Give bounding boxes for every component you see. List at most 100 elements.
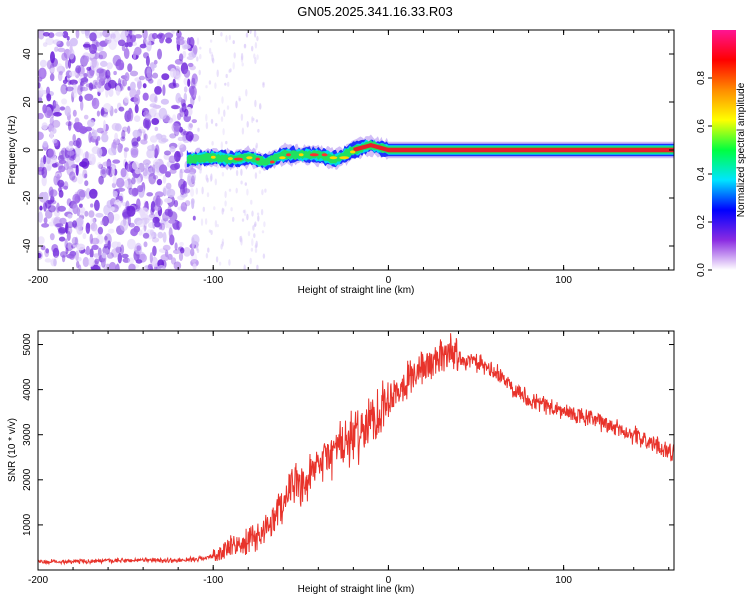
spectrogram-noise-cell — [191, 73, 198, 85]
spectrogram-noise-cell — [44, 248, 50, 258]
spectrogram-noise-cell — [60, 251, 68, 258]
spectrogram-noise-cell — [158, 248, 168, 254]
spectrogram-noise-cell — [56, 63, 63, 73]
spectrogram-noise-cell — [145, 39, 152, 48]
spectrogram-noise-cell — [116, 187, 126, 192]
spectrogram-noise-cell — [129, 30, 133, 40]
spectrogram-noise-cell — [190, 77, 196, 89]
spectrogram-faint-cell — [233, 52, 236, 59]
spectrogram-faint-cell — [215, 256, 219, 263]
y-tick-label: 40 — [22, 48, 33, 60]
spectrogram-noise-cell — [151, 118, 160, 125]
spectrogram-noise-cell — [133, 225, 140, 233]
spectrogram-noise-cell — [55, 223, 64, 228]
spectrogram-noise-cell — [94, 258, 100, 265]
spectrogram-noise-cell — [42, 104, 48, 114]
spectrogram-noise-cell — [123, 47, 130, 60]
spectrogram-noise-cell — [124, 96, 129, 103]
spectrogram-noise-cell — [84, 93, 94, 102]
spectrogram-noise-cell — [153, 59, 158, 65]
spectrogram-noise-cell — [179, 168, 183, 180]
spectrogram-noise-cell — [121, 30, 129, 37]
spectrogram-noise-cell — [62, 79, 68, 85]
spectrogram-noise-cell — [56, 40, 64, 48]
spectrogram-noise-cell — [128, 109, 134, 122]
snr-series-line — [38, 333, 674, 566]
spectrogram-faint-cell — [244, 182, 247, 186]
spectrogram-noise-cell — [42, 191, 49, 203]
spectrogram-noise-cell — [165, 171, 171, 178]
spectrogram-noise-cell — [88, 82, 94, 91]
spectrogram-faint-cell — [254, 172, 258, 180]
spectrogram-faint-cell — [196, 37, 200, 46]
spectrogram-noise-cell — [177, 142, 184, 149]
spectrogram-noise-cell — [72, 109, 77, 117]
spectrogram-noise-cell — [137, 129, 146, 134]
spectrogram-noise-cell — [52, 138, 58, 144]
spectrogram-noise-cell — [49, 130, 54, 140]
spectrogram-noise-cell — [81, 158, 90, 169]
spectrogram-x-ticks: -200 -100 0 100 — [28, 30, 670, 286]
spectrogram-noise-cell — [88, 153, 96, 166]
spectrogram-noise-cell — [151, 237, 160, 243]
spectrogram-faint-cell — [235, 169, 239, 177]
spectrogram-noise-cell — [175, 92, 182, 104]
spectrogram-faint-cell — [258, 170, 262, 174]
spectrogram-noise-cell — [41, 175, 47, 187]
spectrogram-noise-cell — [120, 219, 129, 232]
spectrogram-noise-cell — [183, 44, 191, 50]
spectrogram-faint-cell — [221, 171, 225, 177]
colorbar-gradient — [712, 30, 736, 270]
spectrogram-noise-cell — [189, 65, 196, 71]
spectrogram-faint-cell — [214, 82, 217, 89]
spectrogram-faint-cell — [221, 207, 224, 215]
spectrogram-noise-cell — [53, 101, 59, 107]
spectrogram-noise-cell — [142, 30, 148, 40]
spectrogram-noise-cell — [89, 233, 94, 245]
spectrogram-noise-cell — [66, 157, 75, 170]
spectrogram-noise-cell — [56, 202, 60, 213]
spectrogram-noise-cell — [155, 195, 161, 207]
spectrogram-noise-cell — [130, 146, 139, 156]
spectrogram-noise-cell — [38, 131, 44, 141]
spectrogram-noise-cell — [152, 245, 157, 257]
spectrogram-noise-cell — [91, 244, 99, 250]
spectrogram-noise-cell — [38, 82, 41, 89]
spectrogram-noise-cell — [133, 94, 140, 106]
snr-frame — [37, 330, 675, 571]
spectrogram-noise-cell — [85, 151, 89, 160]
spectrogram-noise-cell — [127, 86, 131, 91]
x-tick-label: -100 — [203, 275, 223, 286]
spectrogram-noise-cell — [38, 252, 42, 259]
spectrogram-noise-cell — [152, 164, 156, 175]
spectrogram-noise-cell — [50, 51, 55, 64]
spectrogram-faint-cell — [220, 32, 223, 37]
spectrogram-noise-cell — [39, 59, 48, 68]
spectrogram-faint-cell — [225, 73, 228, 79]
spectrogram-noise-cell — [154, 221, 161, 228]
spectrogram-noise-cell — [66, 36, 70, 41]
spectrogram-noise-cell — [169, 133, 177, 139]
spectrogram-faint-cell — [223, 109, 226, 117]
spectrogram-noise-cell — [59, 106, 66, 111]
spectrogram-noise-cell — [59, 217, 67, 225]
spectrogram-noise-cell — [79, 73, 84, 80]
spectrogram-noise-cell — [147, 263, 153, 270]
spectrogram-noise-cell — [168, 219, 176, 224]
spectrogram-faint-cell — [211, 141, 214, 146]
spectrogram-noise-cell — [160, 138, 169, 143]
spectrogram-noise-cell — [117, 241, 121, 247]
y-tick-label: -20 — [22, 190, 33, 205]
snr-plot-area — [38, 331, 674, 570]
spectrogram-noise-cell — [149, 252, 153, 264]
spectrogram-faint-cell — [240, 52, 244, 61]
spectrogram-noise-cell — [186, 37, 191, 46]
spectrogram-noise-cell — [124, 72, 130, 82]
spectrogram-faint-cell — [204, 218, 208, 225]
spectrogram-noise-cell — [78, 95, 83, 102]
spectrogram-noise-cell — [38, 211, 43, 223]
spectrogram-noise-cell — [92, 129, 98, 140]
spectrogram-faint-cell — [194, 78, 198, 87]
x-tick-label: 0 — [386, 575, 392, 586]
spectrogram-noise-cell — [49, 73, 55, 82]
